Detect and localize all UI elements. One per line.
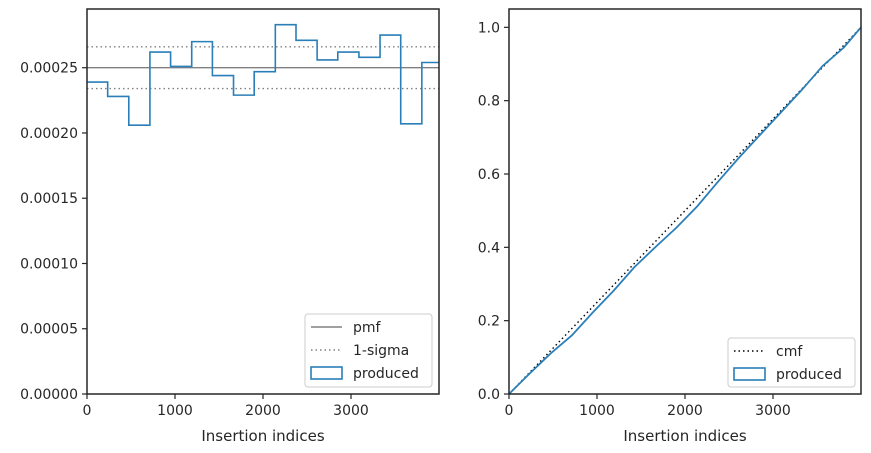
x-tick-label: 2000 bbox=[245, 403, 281, 419]
y-tick-label: 0.0 bbox=[478, 387, 500, 403]
legend-label-cmf: cmf bbox=[776, 344, 803, 360]
right-plot-area bbox=[508, 26, 862, 395]
y-tick-label: 0.6 bbox=[478, 167, 500, 183]
legend-swatch-produced bbox=[310, 366, 343, 380]
y-tick-label: 1.0 bbox=[478, 20, 500, 36]
right-chart-panel: 0 1000 2000 3000 0.0 0.2 0.4 0.6 0.8 1.0 Insertio… bbox=[478, 8, 862, 445]
x-tick-label: 2000 bbox=[667, 403, 703, 419]
left-legend: pmf 1-sigma produced bbox=[304, 313, 433, 388]
y-tick-label: 0.4 bbox=[478, 240, 500, 256]
series-produced-line bbox=[508, 26, 862, 395]
y-tick-label: 0.00010 bbox=[20, 256, 78, 272]
legend-box bbox=[727, 337, 856, 388]
x-tick-label: 1000 bbox=[579, 403, 615, 419]
legend-swatch-produced bbox=[733, 367, 766, 381]
x-tick-label: 0 bbox=[83, 403, 92, 419]
x-tick-label: 3000 bbox=[333, 403, 369, 419]
y-tick-label: 0.00005 bbox=[20, 322, 78, 338]
right-axes-frame bbox=[508, 8, 862, 395]
x-tick-label: 1000 bbox=[157, 403, 193, 419]
legend-label-pmf: pmf bbox=[353, 320, 382, 336]
legend-label-produced: produced bbox=[776, 367, 842, 383]
y-tick-label: 0.00000 bbox=[20, 387, 78, 403]
y-tick-label: 0.8 bbox=[478, 94, 500, 110]
y-tick-label: 0.2 bbox=[478, 314, 500, 330]
left-chart-panel: 0 1000 2000 3000 0.00000 0.00005 0.00010 0.0001… bbox=[20, 8, 440, 445]
y-tick-label: 0.00020 bbox=[20, 126, 78, 142]
y-tick-label: 0.00015 bbox=[20, 191, 78, 207]
left-x-axis-label: Insertion indices bbox=[201, 427, 324, 445]
x-tick-label: 0 bbox=[505, 403, 514, 419]
left-plot-area bbox=[87, 23, 439, 126]
right-legend: cmf produced bbox=[727, 337, 856, 388]
legend-box bbox=[304, 313, 433, 388]
legend-label-1-sigma: 1-sigma bbox=[353, 343, 409, 359]
x-tick-label: 3000 bbox=[755, 403, 791, 419]
right-ticks: 0 1000 2000 3000 0.0 0.2 0.4 0.6 0.8 1.0 bbox=[478, 20, 791, 419]
left-ticks: 0 1000 2000 3000 0.00000 0.00005 0.00010 0.0001… bbox=[20, 61, 369, 419]
right-x-axis-label: Insertion indices bbox=[623, 427, 746, 445]
y-tick-label: 0.00025 bbox=[20, 61, 78, 77]
legend-label-produced: produced bbox=[353, 366, 419, 382]
histogram-step-0 bbox=[87, 23, 439, 126]
